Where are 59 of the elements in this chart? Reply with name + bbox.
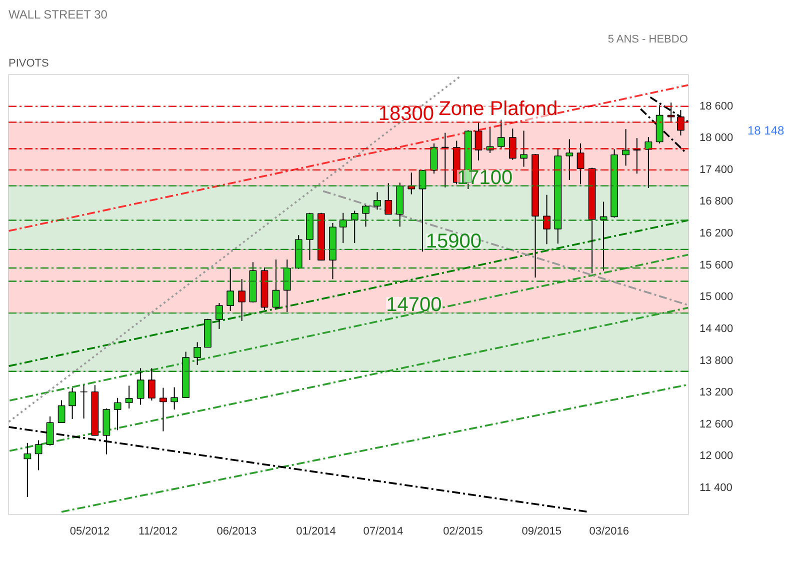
candlestick <box>644 136 652 188</box>
x-tick-label: 07/2014 <box>363 526 404 538</box>
annotation: 18300 <box>378 103 434 126</box>
x-tick-label: 09/2015 <box>522 526 562 538</box>
candlestick <box>170 386 178 410</box>
y-tick-label: 15 000 <box>700 291 734 304</box>
x-tick-label: 01/2014 <box>296 526 336 538</box>
candlestick <box>497 119 505 150</box>
candlestick <box>226 268 234 312</box>
candlestick <box>24 442 32 498</box>
candlestick <box>58 400 66 424</box>
candlestick <box>80 384 88 420</box>
candlestick <box>520 130 528 168</box>
candlestick <box>418 169 426 252</box>
annotation: Zone Plafond <box>438 98 558 120</box>
annotation: 14700 <box>386 294 442 316</box>
candlestick <box>238 278 246 322</box>
annotation: 15900 <box>426 230 482 252</box>
y-tick-label: 12 000 <box>700 450 734 462</box>
text: PIVOTS <box>8 58 49 70</box>
candlestick <box>34 440 42 471</box>
chart-subtitle: 5 ANS - HEBDO <box>608 34 688 46</box>
y-tick-label: 11 400 <box>700 482 732 494</box>
y-tick-label: 13 800 <box>700 354 734 367</box>
y-tick-label: 18 600 <box>700 100 734 112</box>
candlestick <box>136 368 144 406</box>
y-tick-label: 17 400 <box>700 164 734 176</box>
y-tick-label: 13 200 <box>700 386 734 399</box>
candlestick <box>384 182 392 215</box>
annotation: 17100 <box>457 166 513 189</box>
x-tick-label: 11/2012 <box>138 526 178 538</box>
x-tick-label: 05/2012 <box>70 526 110 538</box>
candlestick <box>283 259 291 312</box>
candlestick <box>374 192 381 210</box>
candlestick <box>339 212 347 244</box>
candlestick <box>194 342 202 366</box>
x-tick-label: 06/2013 <box>216 526 257 538</box>
chart-title: WALL STREET 30 <box>8 8 108 22</box>
candlestick <box>622 128 630 166</box>
candlestick <box>160 387 167 432</box>
candlestick <box>350 210 358 244</box>
y-tick-label: 16 800 <box>700 196 734 208</box>
y-tick-label: 15 600 <box>700 259 734 272</box>
candlestick <box>272 259 280 310</box>
y-tick-label: 16 200 <box>700 228 734 240</box>
y-tick-label: 14 400 <box>700 322 734 335</box>
text: 18 148 <box>748 123 785 138</box>
x-tick-label: 02/2015 <box>443 526 483 538</box>
y-tick-label: 12 600 <box>700 418 734 430</box>
candlestick <box>566 138 574 180</box>
y-tick-label: 18 000 <box>700 132 734 144</box>
candlestick <box>148 368 156 402</box>
x-tick-label: 03/2016 <box>589 526 629 538</box>
candlestick <box>543 194 550 245</box>
candlestick <box>114 397 122 431</box>
candlestick <box>68 387 76 420</box>
candlestick <box>216 302 223 330</box>
candlestick <box>125 385 133 409</box>
candlestick <box>362 204 370 228</box>
